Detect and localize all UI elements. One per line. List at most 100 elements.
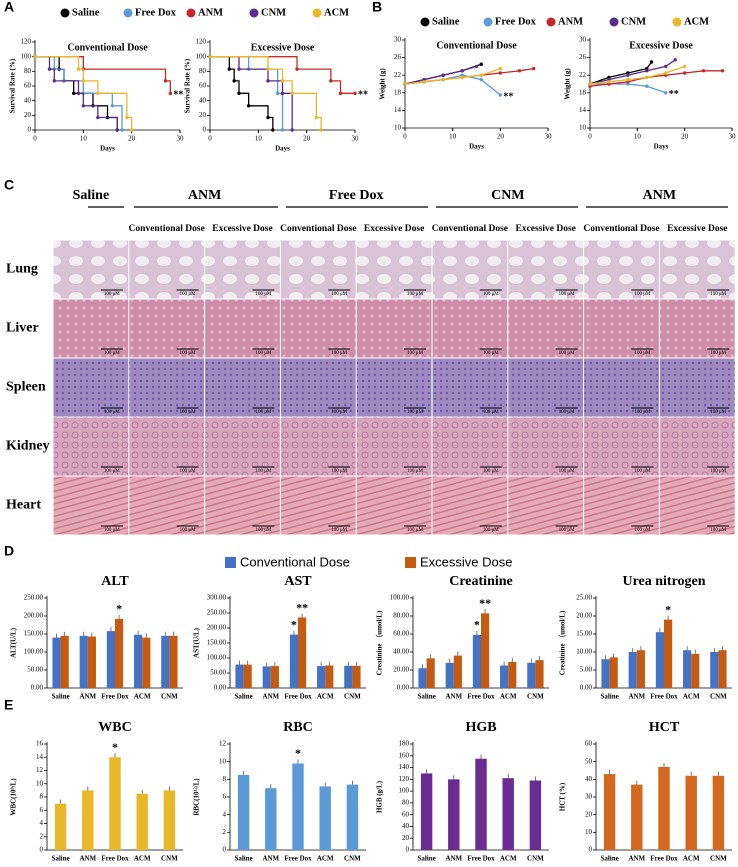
scale-bar-label: 100 μM: [559, 292, 575, 297]
x-tick-label: CNM: [527, 855, 544, 863]
marker: [237, 91, 241, 96]
scale-bar-label: 100 μM: [407, 351, 423, 356]
marker: [271, 128, 275, 132]
histology-image: [53, 476, 129, 535]
y-axis-label: HGB (g/L): [376, 780, 384, 813]
bar: [161, 635, 170, 688]
x-tick-label: 0: [588, 133, 592, 141]
y-tick-label: 120: [399, 775, 410, 783]
scale-bar-label: 100 μM: [710, 528, 726, 533]
scale-bar-label: 100 μM: [483, 469, 499, 474]
y-tick-label: 80: [24, 67, 32, 75]
y-axis-label: Creatinine （umol/L): [559, 610, 567, 675]
histology-image: [584, 358, 659, 417]
y-tick-label: 60: [24, 82, 32, 90]
annotation: **: [479, 596, 491, 610]
y-axis-label: Survival Rate (%): [9, 58, 17, 113]
x-tick-label: Saline: [51, 855, 69, 863]
y-tick-label: 60: [585, 740, 593, 748]
marker: [290, 128, 294, 132]
scale-bar-label: 100 μM: [559, 410, 575, 415]
marker: [422, 80, 426, 84]
bar: [60, 635, 69, 688]
y-tick-label: 40: [402, 822, 410, 830]
y-tick-label: 40: [24, 96, 32, 104]
y-tick-label: 100.00: [390, 594, 410, 602]
x-tick-label: 20: [128, 135, 136, 143]
x-tick-label: 30: [352, 135, 360, 143]
legend-label: Free Dox: [495, 16, 537, 27]
marker: [682, 64, 687, 69]
x-tick-label: CNM: [344, 855, 361, 863]
bar: [535, 660, 544, 688]
marker: [498, 66, 503, 71]
y-tick-label: 25.00: [576, 594, 592, 602]
x-tick-label: Saline: [234, 855, 252, 863]
marker: [33, 54, 37, 59]
bar: [664, 619, 673, 688]
dose-label: Conventional Dose: [280, 224, 356, 234]
group-label: ANM: [188, 188, 221, 203]
histology-image: [205, 476, 280, 535]
series-line: [35, 56, 171, 94]
organ-label: Lung: [6, 262, 38, 277]
legend-swatch: [312, 8, 322, 18]
series-line: [404, 65, 477, 85]
y-tick-label: 0: [28, 126, 32, 134]
bar: [237, 774, 250, 850]
bar: [631, 784, 643, 850]
y-tick-label: 40.00: [393, 648, 409, 656]
bar: [163, 790, 176, 850]
scale-bar-label: 100 μM: [407, 469, 423, 474]
chart-title: Conventional Dose: [436, 40, 517, 51]
histology-image: [659, 358, 735, 417]
x-tick-label: Saline: [417, 855, 435, 863]
scale-bar-label: 100 μM: [331, 292, 347, 297]
bar: [344, 665, 353, 688]
legend-label: CNM: [621, 16, 646, 27]
histology-image: [584, 299, 659, 358]
legend-label: ANM: [558, 16, 583, 27]
marker: [649, 60, 654, 64]
y-tick-label: 60: [402, 810, 410, 818]
marker: [163, 79, 168, 83]
marker: [290, 91, 294, 96]
chart-title: ALT: [101, 574, 129, 589]
bar: [325, 665, 334, 688]
bar: [472, 634, 481, 688]
scale-bar-label: 100 μM: [483, 528, 499, 533]
chart-title: RBC: [283, 720, 313, 735]
y-tick-label: 60.00: [393, 630, 409, 638]
scale-bar-label: 100 μM: [104, 469, 120, 474]
bar: [527, 662, 536, 688]
y-tick-label: 120: [196, 38, 207, 46]
scale-bar-label: 100 μM: [331, 469, 347, 474]
x-tick-label: ACM: [134, 855, 151, 863]
y-axis-label: WBC(10⁹/L): [10, 778, 18, 816]
annotation: **: [296, 600, 308, 614]
marker: [129, 128, 134, 132]
x-tick-label: 10: [255, 135, 263, 143]
x-tick-label: ACM: [683, 855, 700, 863]
scale-bar-label: 100 μM: [104, 528, 120, 533]
scale-bar-label: 100 μM: [559, 351, 575, 356]
histology-image: [205, 299, 280, 358]
marker: [498, 93, 503, 97]
scale-bar-label: 100 μM: [559, 528, 575, 533]
y-tick-label: 60: [199, 82, 207, 90]
x-tick-label: CNM: [161, 855, 178, 863]
histology-image: [584, 240, 659, 299]
legend-swatch: [123, 8, 133, 18]
marker: [227, 67, 232, 71]
legend-swatch: [60, 8, 70, 18]
x-tick-label: 20: [681, 133, 689, 141]
y-tick-label: 12: [36, 766, 44, 774]
marker: [664, 91, 668, 95]
bar: [136, 793, 148, 850]
histology-image: [584, 476, 659, 535]
x-tick-label: Saline: [417, 693, 435, 701]
chart-title: WBC: [98, 720, 131, 735]
x-tick-label: Free Dox: [650, 855, 678, 863]
annotation: **: [669, 89, 679, 100]
